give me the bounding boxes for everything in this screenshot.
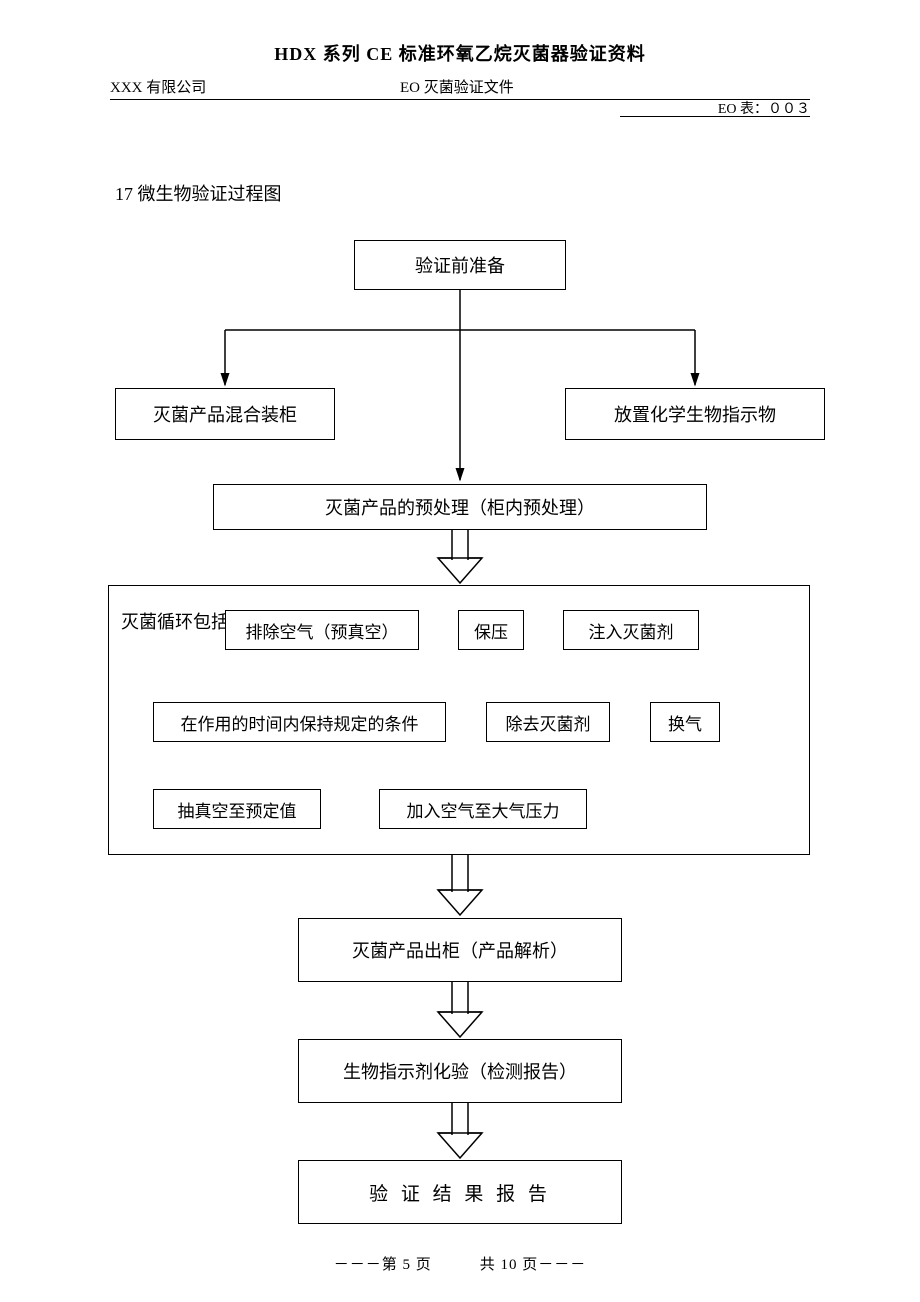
node-prepare: 验证前准备 <box>354 240 566 290</box>
cycle-air-to-atm-label: 加入空气至大气压力 <box>407 797 560 822</box>
node-prepare-label: 验证前准备 <box>415 252 505 278</box>
cycle-air-exchange: 换气 <box>650 702 720 742</box>
node-place-indicators: 放置化学生物指示物 <box>565 388 825 440</box>
cycle-air-to-atm: 加入空气至大气压力 <box>379 789 587 829</box>
node-preprocess: 灭菌产品的预处理（柜内预处理） <box>213 484 707 530</box>
open-arrow-1 <box>438 530 482 583</box>
cycle-hold-pressure-label: 保压 <box>474 618 508 643</box>
open-arrow-4 <box>438 1103 482 1158</box>
page-footer: －－－第 5 页 共 10 页－－－ <box>0 1253 920 1274</box>
node-preprocess-label: 灭菌产品的预处理（柜内预处理） <box>325 494 595 520</box>
node-unload: 灭菌产品出柜（产品解析） <box>298 918 622 982</box>
cycle-remove-agent: 除去灭菌剂 <box>486 702 610 742</box>
node-load-products: 灭菌产品混合装柜 <box>115 388 335 440</box>
cycle-evacuate: 排除空气（预真空） <box>225 610 419 650</box>
cycle-hold-pressure: 保压 <box>458 610 524 650</box>
open-arrow-3 <box>438 982 482 1037</box>
cycle-maintain-label: 在作用的时间内保持规定的条件 <box>181 710 419 735</box>
cycle-air-exchange-label: 换气 <box>668 710 702 735</box>
cycle-inject: 注入灭菌剂 <box>563 610 699 650</box>
cycle-vacuum-to-preset: 抽真空至预定值 <box>153 789 321 829</box>
cycle-vacuum-to-preset-label: 抽真空至预定值 <box>178 797 297 822</box>
cycle-inject-label: 注入灭菌剂 <box>589 618 674 643</box>
node-unload-label: 灭菌产品出柜（产品解析） <box>352 937 568 963</box>
node-bio-test: 生物指示剂化验（检测报告） <box>298 1039 622 1103</box>
node-bio-test-label: 生物指示剂化验（检测报告） <box>343 1058 577 1084</box>
node-result-report: 验 证 结 果 报 告 <box>298 1160 622 1224</box>
node-result-report-label: 验 证 结 果 报 告 <box>369 1179 551 1206</box>
cycle-evacuate-label: 排除空气（预真空） <box>246 618 399 643</box>
footer-text: －－－第 5 页 共 10 页－－－ <box>334 1257 587 1273</box>
cycle-remove-agent-label: 除去灭菌剂 <box>506 710 591 735</box>
open-arrow-2 <box>438 855 482 915</box>
cycle-maintain: 在作用的时间内保持规定的条件 <box>153 702 446 742</box>
node-place-indicators-label: 放置化学生物指示物 <box>614 401 776 427</box>
node-load-products-label: 灭菌产品混合装柜 <box>153 401 297 427</box>
